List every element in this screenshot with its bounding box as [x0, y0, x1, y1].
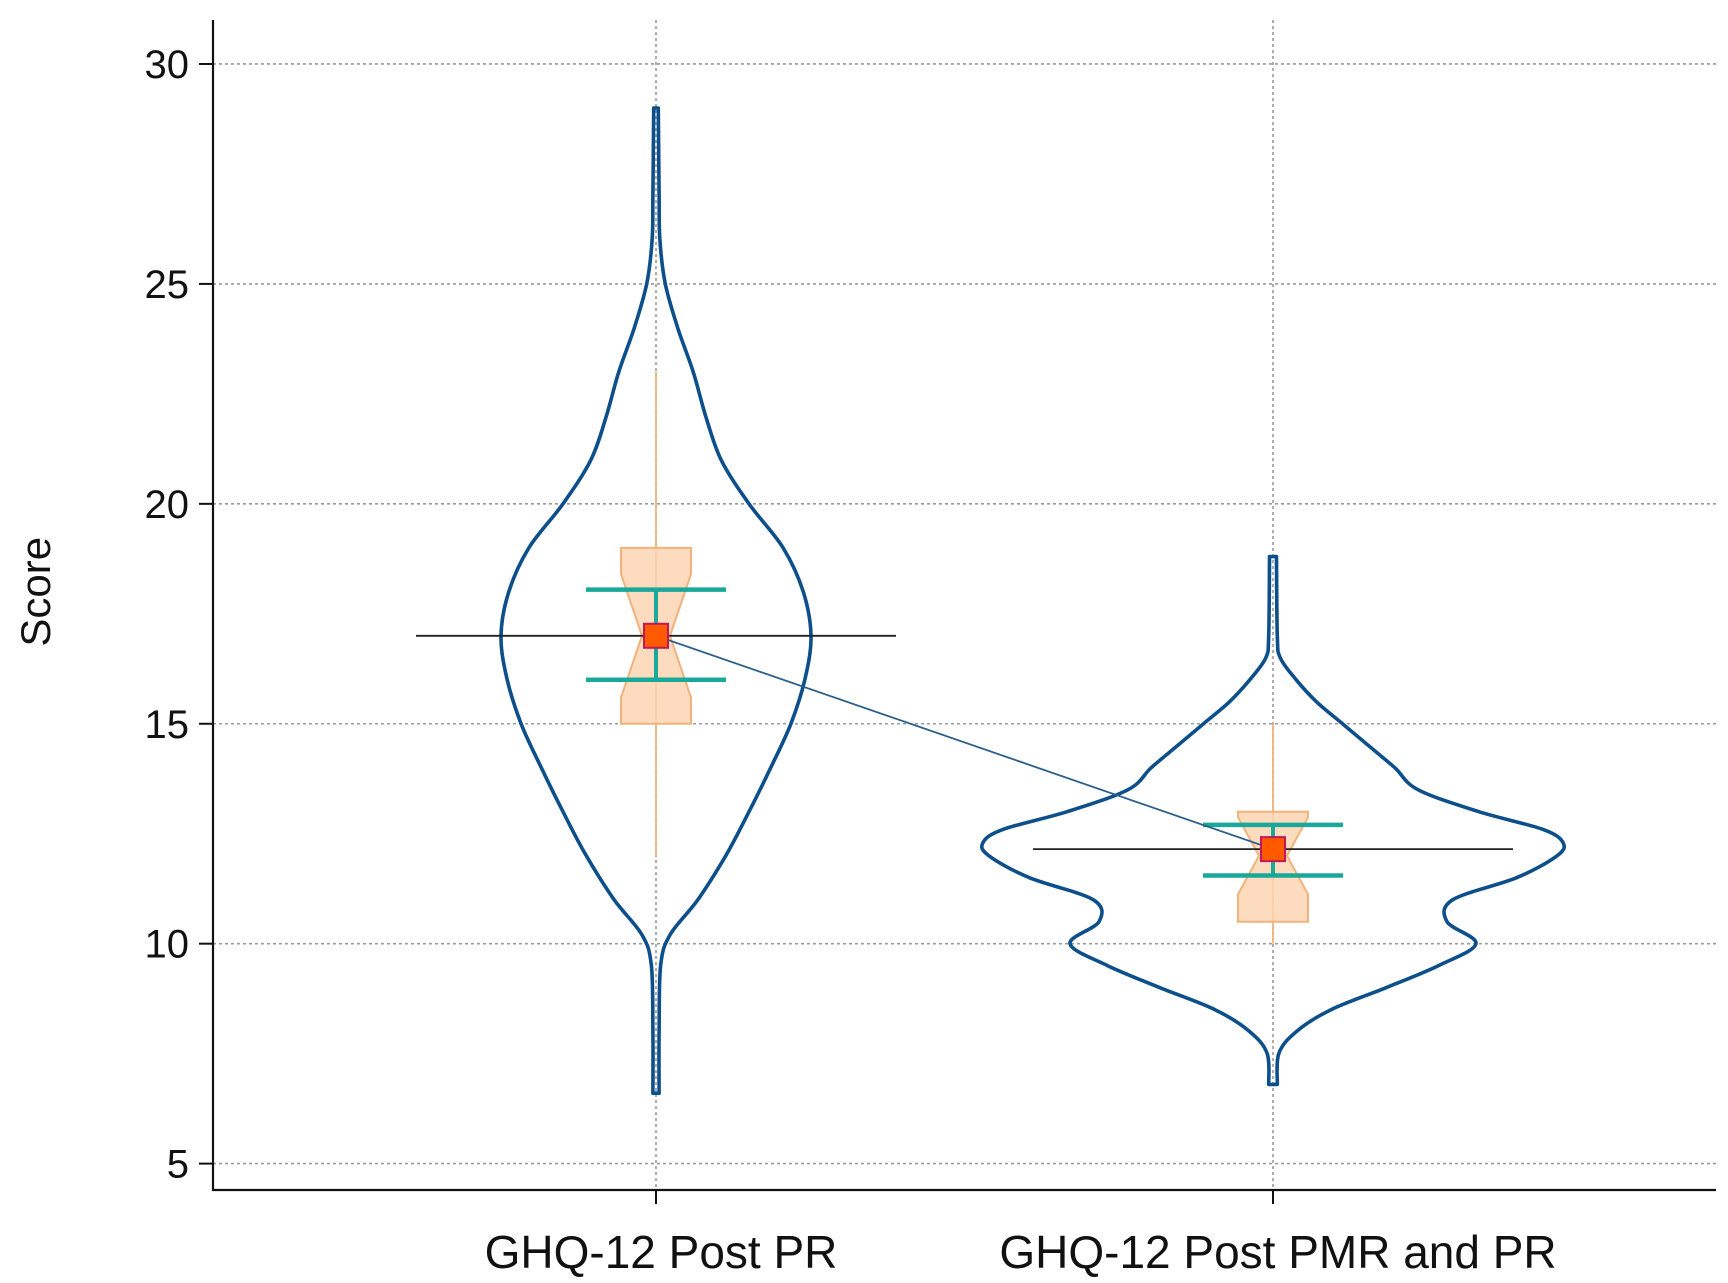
mean-connector-line	[655, 634, 1274, 850]
box-layer	[586, 371, 1343, 944]
series-1-violin	[499, 106, 813, 1095]
series-2-mean-marker	[1260, 836, 1286, 863]
mean-layer	[416, 622, 1513, 863]
series-2-violin	[979, 554, 1567, 1087]
y-tick-label-20: 20	[145, 483, 190, 527]
grid-layer	[213, 20, 1716, 1190]
y-tick-label-30: 30	[145, 43, 190, 87]
y-axis-title: Score	[12, 537, 59, 647]
y-tick-label-5: 5	[167, 1143, 189, 1187]
y-tick-label-15: 15	[145, 703, 190, 747]
tick-layer: 5 10 15 20 25 30	[145, 43, 190, 1187]
y-tick-label-10: 10	[145, 923, 190, 967]
category-label-layer: GHQ-12 Post PR GHQ-12 Post PMR and PR	[485, 1226, 1557, 1278]
x-tick-label-2: GHQ-12 Post PMR and PR	[999, 1226, 1556, 1278]
violin-layer	[499, 106, 1567, 1095]
x-tick-label-1: GHQ-12 Post PR	[485, 1226, 838, 1278]
series-1-mean-marker	[643, 622, 669, 649]
y-tick-label-25: 25	[145, 263, 190, 307]
axis-layer	[199, 20, 1716, 1204]
